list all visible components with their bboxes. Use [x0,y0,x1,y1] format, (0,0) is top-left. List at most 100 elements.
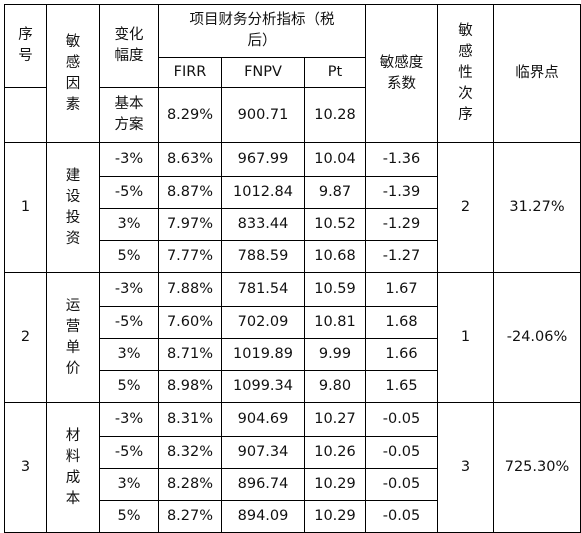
change-range-cell: 5% [99,370,159,403]
table-row: 3% 8.28% 896.74 10.29 -0.05 [5,468,581,501]
header-factor: 敏 感 因 素 [46,4,100,143]
sensitivity-coefficient-cell: 1.68 [365,306,438,339]
sensitivity-analysis-table: 序 号 敏 感 因 素 变化 幅度 项目财务分析指标（税 后） 敏感度 系数 [4,4,581,533]
change-range-cell: -3% [99,272,159,307]
change-range-cell: -5% [99,176,159,209]
pt-cell: 9.80 [304,370,366,403]
header-coefficient: 敏感度 系数 [365,4,438,143]
group-no: 1 [4,142,47,273]
base-fnpv: 900.71 [221,87,305,143]
change-range-cell: 3% [99,338,159,371]
fnpv-cell: 702.09 [221,306,305,339]
sensitivity-coefficient-cell: -1.29 [365,208,438,241]
header-range-line: 幅度 [114,48,144,64]
fnpv-cell: 788.59 [221,240,305,273]
group-no: 3 [4,402,47,533]
firr-cell: 8.71% [158,338,222,371]
factor-char: 本 [65,490,81,507]
pt-cell: 10.04 [304,142,366,177]
pt-cell: 10.27 [304,402,366,437]
fnpv-cell: 896.74 [221,468,305,501]
factor-char: 建 [65,167,81,184]
sensitivity-coefficient-cell: -1.39 [365,176,438,209]
fnpv-cell: 1099.34 [221,370,305,403]
header-row-2: FIRR FNPV Pt [5,57,581,88]
pt-cell: 10.68 [304,240,366,273]
table-row: -5% 7.60% 702.09 10.81 1.68 [5,306,581,339]
sensitivity-coefficient-cell: 1.65 [365,370,438,403]
table-row: -5% 8.32% 907.34 10.26 -0.05 [5,436,581,469]
table-row: 2 运营单价 -3% 7.88% 781.54 10.59 1.67 1 -24.06% [4,272,581,403]
sensitivity-coefficient-cell: -0.05 [365,402,438,437]
change-range-cell: -5% [99,306,159,339]
pt-cell: 10.52 [304,208,366,241]
table-row: 5% 7.77% 788.59 10.68 -1.27 [5,240,581,273]
header-rank-char: 性 [458,65,473,81]
group-critical-point: 725.30% [493,402,581,533]
base-scenario-label: 基本 方案 [99,87,159,143]
group-factor: 运营单价 [46,272,100,403]
base-label-line: 基本 [114,96,144,112]
header-indicator-group: 项目财务分析指标（税 后） [158,4,366,58]
table-row: -5% 8.87% 1012.84 9.87 -1.39 [5,176,581,209]
factor-char: 资 [65,230,81,247]
group-rank: 1 [437,272,494,403]
firr-cell: 7.97% [158,208,222,241]
fnpv-cell: 781.54 [221,272,305,307]
base-firr: 8.29% [158,87,222,143]
header-factor-char: 素 [65,96,81,113]
factor-char: 营 [65,318,81,335]
group-rank: 3 [437,402,494,533]
sensitivity-coefficient-cell: 1.66 [365,338,438,371]
table-row: 3% 8.71% 1019.89 9.99 1.66 [5,338,581,371]
header-factor-char: 敏 [65,33,81,50]
firr-cell: 8.63% [158,142,222,177]
change-range-cell: 5% [99,240,159,273]
fnpv-cell: 1012.84 [221,176,305,209]
group-critical-point: -24.06% [493,272,581,403]
group-no: 2 [4,272,47,403]
table-row: 1 建设投资 -3% 8.63% 967.99 10.04 -1.36 2 31.27% [4,142,581,273]
pt-cell: 10.59 [304,272,366,307]
header-rank-char: 敏 [458,23,473,39]
table-row: 3% 7.97% 833.44 10.52 -1.29 [5,208,581,241]
factor-char: 价 [65,360,81,377]
pt-cell: 10.81 [304,306,366,339]
header-pt: Pt [304,57,366,88]
header-fnpv: FNPV [221,57,305,88]
base-no-cell [4,87,47,143]
sensitivity-coefficient-cell: -1.36 [365,142,438,177]
sensitivity-coefficient-cell: -0.05 [365,436,438,469]
firr-cell: 8.28% [158,468,222,501]
header-coefficient-line: 系数 [387,75,416,92]
change-range-cell: -3% [99,402,159,437]
factor-char: 单 [65,339,81,356]
firr-cell: 7.77% [158,240,222,273]
pt-cell: 9.99 [304,338,366,371]
group-factor: 建设投资 [46,142,100,273]
base-pt: 10.28 [304,87,366,143]
factor-char: 运 [65,297,81,314]
header-no-char: 号 [18,48,33,64]
header-range-line: 变化 [114,27,144,43]
header-rank-char: 感 [458,44,473,60]
change-range-cell: 3% [99,208,159,241]
firr-cell: 8.87% [158,176,222,209]
pt-cell: 9.87 [304,176,366,209]
change-range-cell: -3% [99,142,159,177]
firr-cell: 8.31% [158,402,222,437]
factor-char: 设 [65,188,81,205]
factor-char: 成 [65,469,81,486]
sensitivity-coefficient-cell: 1.67 [365,272,438,307]
header-coefficient-line: 敏感度 [379,54,424,71]
header-critical-point: 临界点 [493,4,581,143]
factor-char: 材 [65,427,81,444]
header-row-1: 序 号 敏 感 因 素 变化 幅度 项目财务分析指标（税 后） 敏感度 系数 [4,4,581,143]
header-factor-char: 感 [65,54,81,71]
fnpv-cell: 967.99 [221,142,305,177]
base-label-line: 方案 [114,117,144,133]
firr-cell: 8.98% [158,370,222,403]
table-container: 序 号 敏 感 因 素 变化 幅度 项目财务分析指标（税 后） 敏感度 系数 [4,4,581,533]
header-rank-char: 序 [458,107,473,123]
header-indicator-line: 后） [247,33,277,49]
